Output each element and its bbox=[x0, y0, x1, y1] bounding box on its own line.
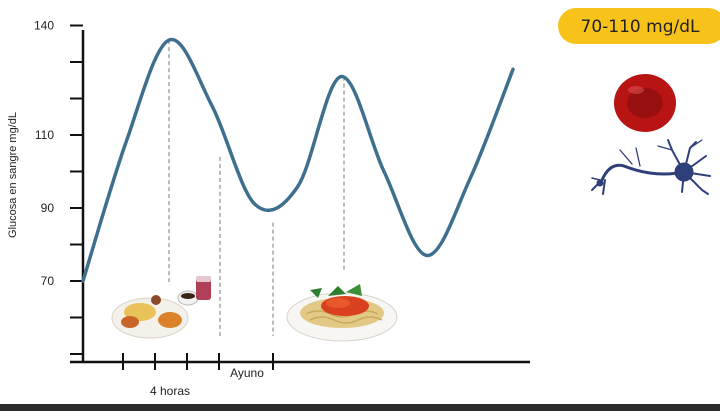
spaghetti-plate-icon bbox=[286, 284, 398, 342]
guide-lines bbox=[168, 40, 345, 336]
glucose-curve bbox=[81, 37, 515, 283]
y-tick-label: 90 bbox=[41, 201, 55, 215]
x-annotation-ayuno: Ayuno bbox=[230, 366, 264, 380]
y-tick-label: 70 bbox=[41, 274, 55, 288]
bottom-bar bbox=[0, 404, 720, 411]
neuron-icon bbox=[591, 139, 711, 195]
food-plate-icon bbox=[111, 276, 211, 339]
range-badge: 70-110 mg/dL bbox=[558, 8, 720, 44]
y-tick-label: 140 bbox=[34, 19, 54, 33]
x-brackets bbox=[122, 353, 274, 370]
y-axis-label: Glucosa en sangre mg/dL bbox=[7, 112, 19, 238]
y-tick-label: 110 bbox=[35, 128, 54, 142]
range-badge-text: 70-110 mg/dL bbox=[581, 17, 700, 37]
x-annotation-4-horas: 4 horas bbox=[150, 384, 190, 398]
y-ticks: 140 110 90 70 bbox=[34, 19, 83, 355]
red-blood-cell-icon bbox=[614, 74, 676, 132]
